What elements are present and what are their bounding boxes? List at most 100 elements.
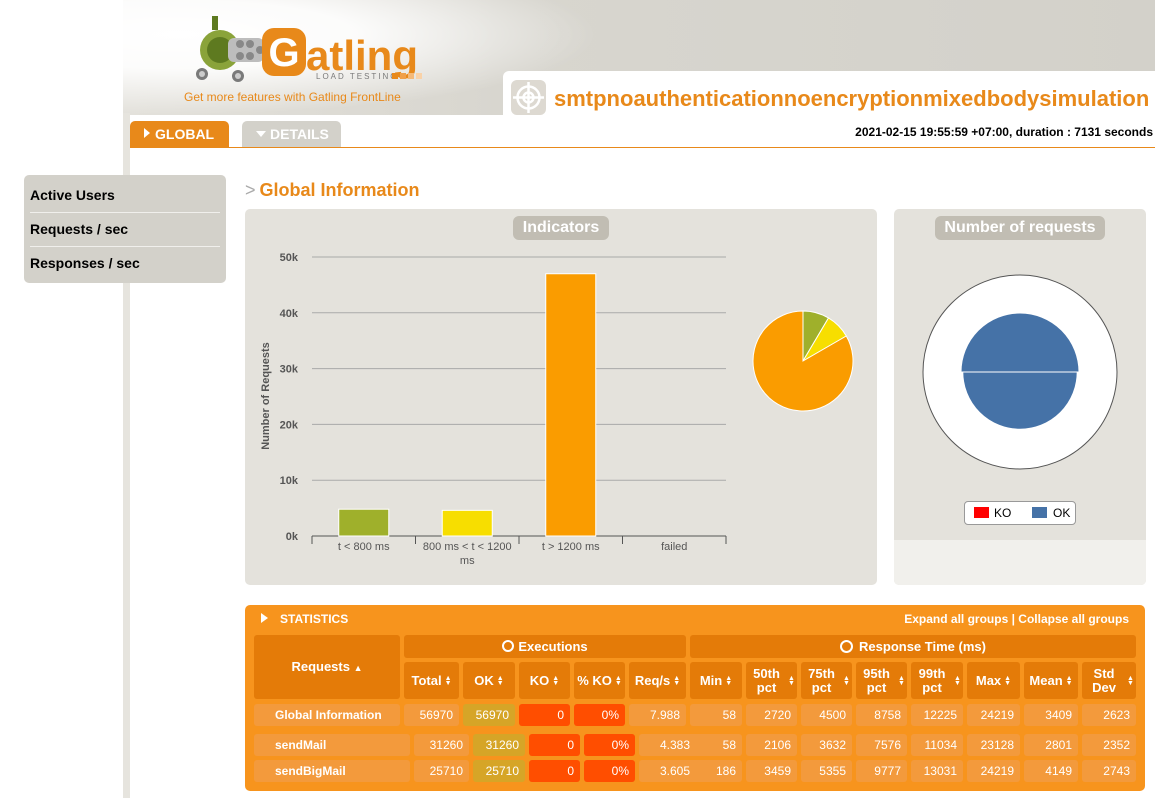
section-title: > Global Information — [245, 180, 420, 200]
table-cell: 0% — [584, 760, 635, 782]
menu-item-active-users[interactable]: Active Users — [30, 179, 220, 213]
sort-icon: ▲ ▼ — [1127, 674, 1134, 687]
column-header[interactable]: 75th pct ▲ ▼ — [801, 662, 852, 699]
column-header[interactable]: Min ▲ ▼ — [690, 662, 742, 699]
radial-slice[interactable] — [960, 312, 1080, 373]
bar[interactable] — [545, 273, 597, 537]
y-tick-label: 50k — [280, 252, 299, 264]
menu-item-requests-sec[interactable]: Requests / sec — [30, 213, 220, 247]
column-header-label: Max — [975, 672, 1002, 688]
table-cell: 4.383 — [639, 734, 696, 756]
svg-text:LOAD TESTING: LOAD TESTING — [316, 72, 399, 81]
column-header-label: KO — [529, 672, 550, 688]
statistics-title[interactable]: STATISTICS — [280, 612, 349, 626]
column-header[interactable]: KO ▲ ▼ — [519, 662, 570, 699]
table-cell: 2352 — [1082, 734, 1136, 756]
pie-slice[interactable] — [752, 310, 854, 412]
y-tick-label: 40k — [280, 308, 299, 320]
column-header[interactable]: 99th pct ▲ ▼ — [911, 662, 963, 699]
menu-item-responses-sec[interactable]: Responses / sec — [30, 255, 140, 271]
simulation-title: smtpnoauthenticationnoencryptionmixedbod… — [554, 86, 1150, 111]
simulation-target-icon — [511, 80, 546, 115]
requests-panel-footer — [894, 540, 1146, 585]
logo-wordmark: atling — [306, 32, 418, 79]
column-header[interactable]: 95th pct ▲ ▼ — [856, 662, 907, 699]
table-cell: 24219 — [967, 760, 1020, 782]
left-margin — [0, 0, 123, 798]
column-header[interactable]: Mean ▲ ▼ — [1024, 662, 1078, 699]
column-header[interactable]: Total ▲ ▼ — [404, 662, 459, 699]
executions-group-header: Executions — [404, 635, 686, 658]
table-cell: 24219 — [967, 704, 1020, 726]
y-tick-label: 30k — [280, 364, 299, 376]
run-info: 2021-02-15 19:55:59 +07:00, duration : 7… — [855, 125, 1153, 139]
x-tick-label: ms — [460, 555, 475, 567]
tab-details-label: DETAILS — [270, 126, 329, 142]
bar[interactable] — [338, 508, 390, 537]
table-cell: 3459 — [746, 760, 797, 782]
column-header-label: Total — [411, 672, 442, 688]
sort-icon: ▲ ▼ — [954, 674, 961, 687]
gatling-logo[interactable]: G atling LOAD TESTING — [190, 12, 450, 84]
response-time-group-header: Response Time (ms) — [690, 635, 1136, 658]
tab-global[interactable]: GLOBAL — [130, 121, 229, 147]
table-cell: 3409 — [1024, 704, 1078, 726]
table-cell: 0 — [519, 704, 570, 726]
x-tick-label: t > 1200 ms — [542, 541, 600, 553]
clock-icon — [840, 640, 854, 653]
table-cell: 3632 — [801, 734, 852, 756]
table-row-name[interactable]: Global Information — [254, 704, 400, 726]
table-cell: 2623 — [1082, 704, 1136, 726]
table-cell: 0 — [529, 734, 580, 756]
legend-ko-swatch — [974, 507, 989, 518]
sort-icon: ▲ ▼ — [1065, 674, 1073, 687]
column-header[interactable]: Max ▲ ▼ — [967, 662, 1020, 699]
column-header[interactable]: Std Dev ▲ ▼ — [1082, 662, 1136, 699]
sort-icon: ▲ ▼ — [898, 674, 905, 687]
expand-all-groups-link[interactable]: Expand all groups — [904, 612, 1009, 626]
sort-icon: ▲ ▼ — [843, 674, 850, 687]
tab-details[interactable]: DETAILS — [242, 121, 341, 147]
column-header-label: Mean — [1029, 672, 1063, 688]
legend-ok-label[interactable]: OK — [1053, 506, 1071, 520]
table-cell: 3.605 — [639, 760, 696, 782]
column-header-label: Min — [699, 672, 723, 688]
table-row-name[interactable]: sendBigMail — [254, 760, 410, 782]
x-tick-label: failed — [661, 541, 687, 553]
executions-label: Executions — [518, 639, 588, 654]
requests-legend: KO OK — [964, 501, 1076, 525]
caret-right-icon[interactable] — [261, 613, 268, 623]
gatling-cannon-icon: G atling LOAD TESTING — [196, 16, 422, 82]
table-cell: 58 — [690, 704, 742, 726]
refresh-icon — [502, 640, 515, 652]
table-cell: 13031 — [911, 760, 963, 782]
column-header[interactable]: OK ▲ ▼ — [463, 662, 515, 699]
bar[interactable] — [441, 509, 493, 537]
table-cell: 2720 — [746, 704, 797, 726]
radial-slice[interactable] — [962, 371, 1078, 430]
table-row-name[interactable]: sendMail — [254, 734, 410, 756]
column-header-label: 75th pct — [808, 665, 835, 695]
table-cell: 8758 — [856, 704, 907, 726]
group-links: Expand all groups | Collapse all groups — [904, 612, 1129, 626]
svg-text:G: G — [268, 31, 299, 75]
table-cell: 11034 — [911, 734, 963, 756]
table-cell: 0 — [529, 760, 580, 782]
indicators-title: Indicators — [513, 216, 609, 240]
sort-icon: ▲ ▼ — [1004, 674, 1012, 687]
column-header[interactable]: 50th pct ▲ ▼ — [746, 662, 797, 699]
requests-column-header[interactable]: Requests ▲ — [254, 635, 400, 699]
sort-icon: ▲ ▼ — [496, 674, 504, 687]
table-cell: 58 — [690, 734, 742, 756]
sort-icon: ▲ ▼ — [725, 674, 733, 687]
legend-ko-label[interactable]: KO — [994, 506, 1012, 520]
requests-title: Number of requests — [935, 216, 1105, 240]
column-header[interactable]: Req/s ▲ ▼ — [629, 662, 686, 699]
table-cell: 2106 — [746, 734, 797, 756]
collapse-all-groups-link[interactable]: Collapse all groups — [1018, 612, 1129, 626]
table-cell: 5355 — [801, 760, 852, 782]
table-cell: 25710 — [473, 760, 525, 782]
column-header[interactable]: % KO ▲ ▼ — [574, 662, 625, 699]
sort-asc-icon: ▲ — [353, 663, 363, 673]
frontline-link[interactable]: Get more features with Gatling FrontLine — [184, 90, 401, 104]
